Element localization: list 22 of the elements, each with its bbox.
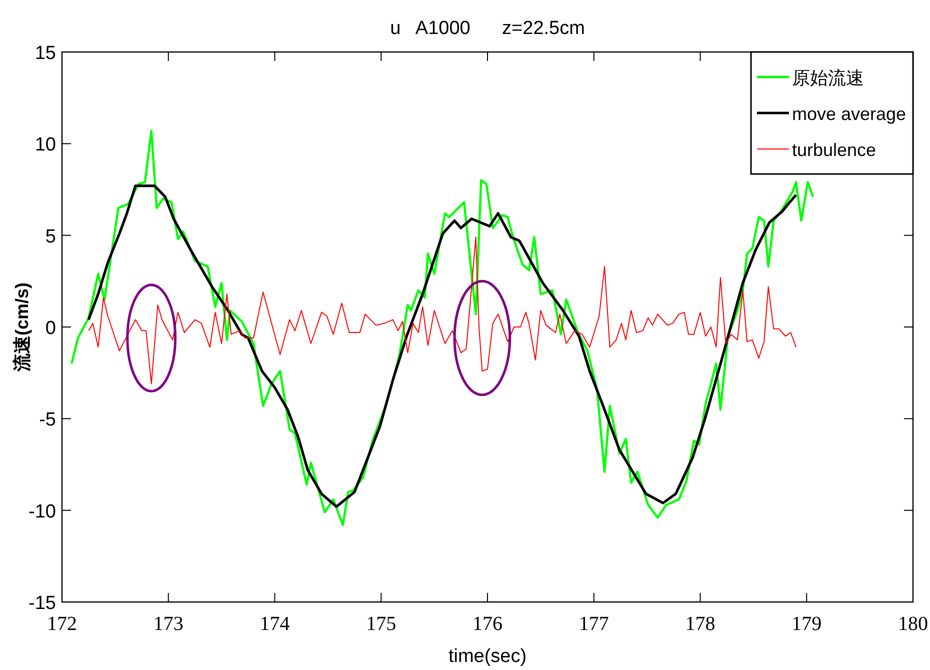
legend-label: 原始流速: [792, 68, 864, 88]
y-tick-label: 15: [34, 43, 56, 64]
y-tick-label: 0: [45, 318, 56, 339]
x-tick-label: 176: [472, 613, 502, 635]
y-tick-label: -15: [28, 593, 56, 614]
legend-label: move average: [792, 104, 906, 124]
x-tick-label: 180: [898, 613, 928, 635]
y-tick-label: -10: [28, 501, 56, 522]
x-tick-label: 178: [685, 613, 716, 635]
x-tick-label: 172: [47, 613, 77, 635]
legend-label: turbulence: [792, 140, 876, 160]
y-tick-label: -5: [39, 410, 56, 431]
x-axis-title: time(sec): [448, 646, 527, 667]
x-tick-label: 173: [153, 613, 184, 635]
y-tick-label: 10: [34, 134, 56, 156]
y-axis-title: 流速(cm/s): [12, 282, 32, 373]
x-tick-label: 177: [578, 613, 609, 635]
x-tick-label: 179: [792, 613, 822, 635]
x-tick-label: 175: [366, 613, 396, 635]
x-tick-label: 174: [260, 613, 290, 635]
chart-title: u A1000 z=22.5cm: [390, 18, 585, 39]
y-tick-label: 5: [45, 226, 56, 248]
